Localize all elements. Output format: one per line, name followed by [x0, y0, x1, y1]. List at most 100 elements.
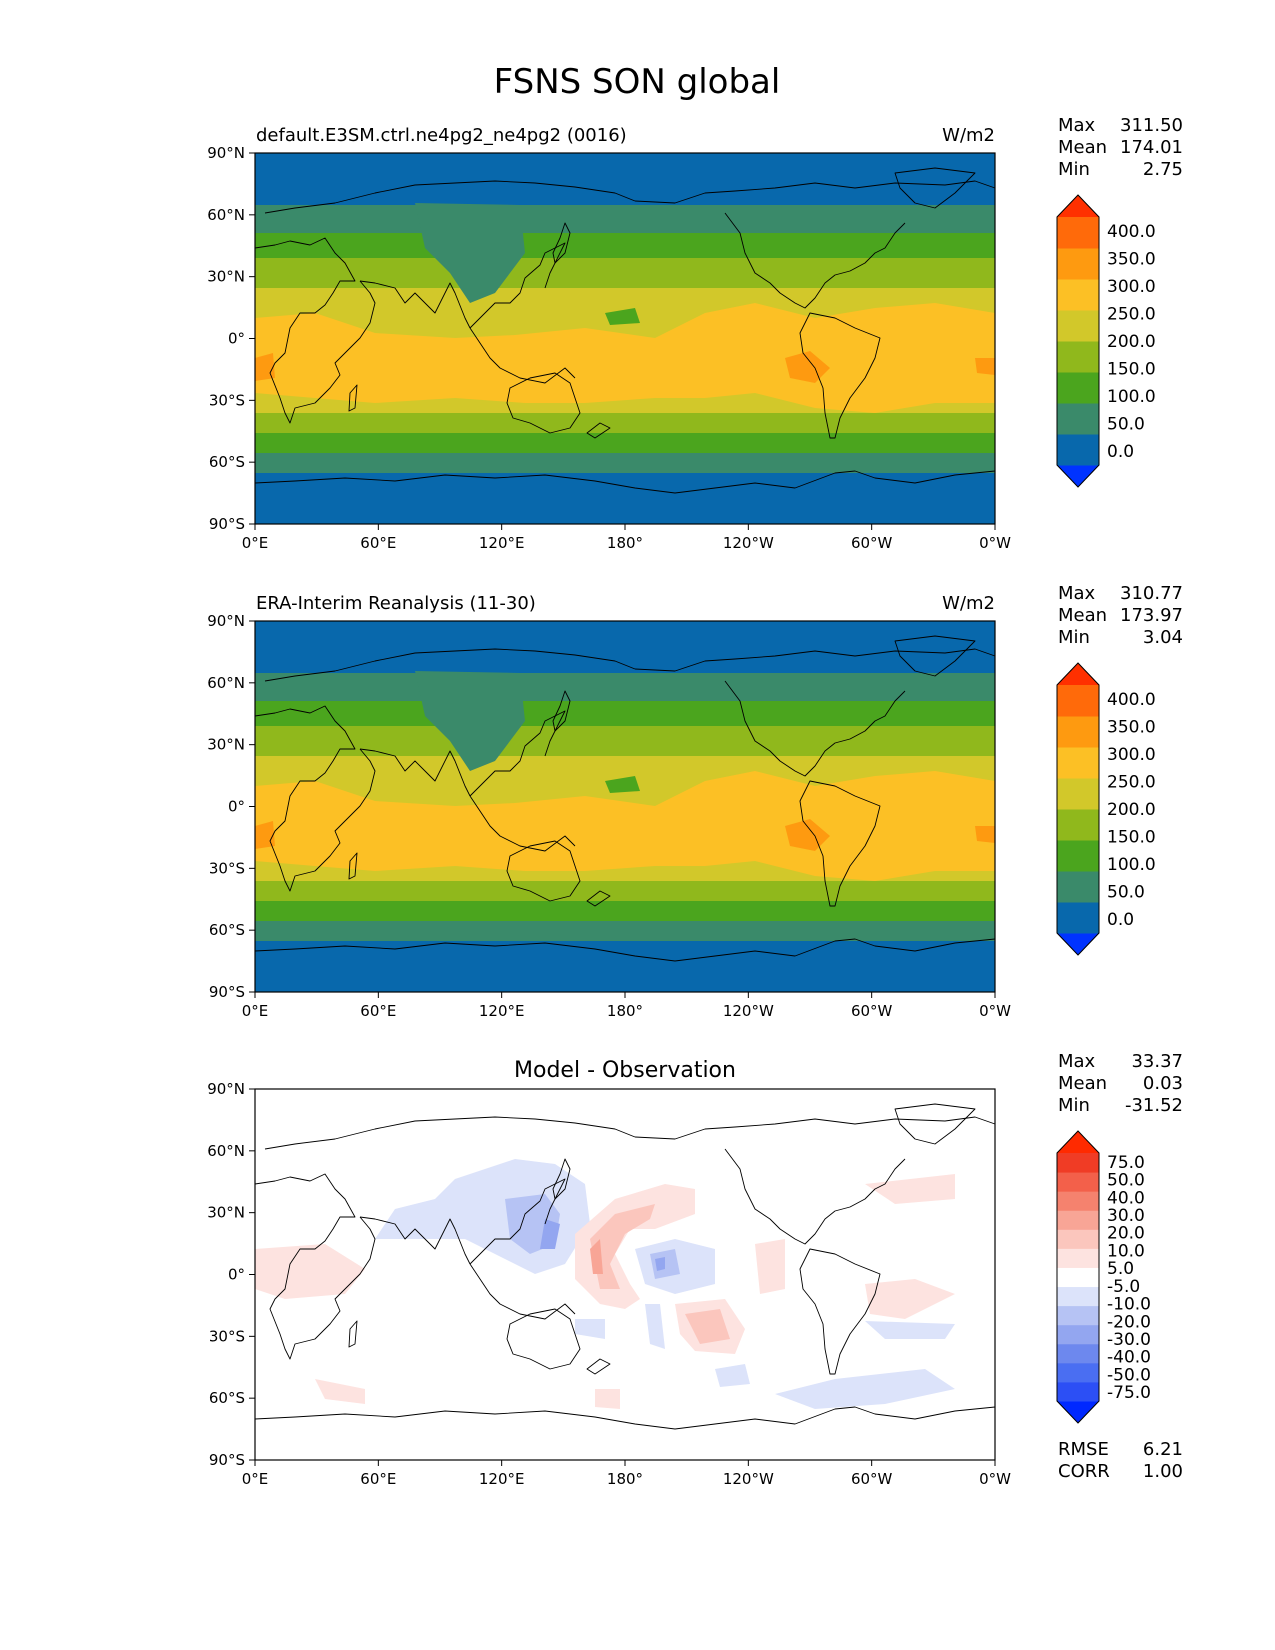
colorbar-tick-label: 300.0 — [1107, 277, 1156, 297]
colorbar-tick-label: 250.0 — [1107, 304, 1156, 324]
colorbar-tick-label: 10.0 — [1107, 1241, 1145, 1261]
colorbar-tick-label: -20.0 — [1107, 1312, 1151, 1332]
panel-title: ERA-Interim Reanalysis (11-30) — [256, 593, 536, 614]
lat-tick-label: 90°N — [207, 1080, 245, 1098]
colorbar-tick-label: 50.0 — [1107, 1171, 1145, 1191]
colorbar-tick-label: 0.0 — [1107, 910, 1134, 930]
metric-value: 6.21 — [1143, 1439, 1183, 1460]
stat-value: 311.50 — [1120, 115, 1183, 136]
colorbar-tick-label: 150.0 — [1107, 360, 1156, 380]
colorbar-tick-label: 0.0 — [1107, 442, 1134, 462]
lon-tick-label: 0°E — [242, 534, 269, 552]
stat-label: Mean — [1058, 1073, 1107, 1094]
lon-tick-label: 0°E — [242, 1002, 269, 1020]
lat-tick-label: 60°S — [209, 1389, 245, 1407]
lon-tick-label: 120°W — [723, 1470, 774, 1488]
colorbar-tick-label: -10.0 — [1107, 1295, 1151, 1315]
colorbar: 400.0 350.0 300.0 250.0 200.0 150.0 100.0 50.0 0… — [1056, 194, 1156, 488]
colorbar-tick-label: 250.0 — [1107, 772, 1156, 792]
lat-tick-label: 60°S — [209, 921, 245, 939]
lon-tick-label: 60°W — [851, 1002, 893, 1020]
stat-label: Min — [1058, 1095, 1090, 1116]
stat-label: Max — [1058, 583, 1096, 604]
stat-label: Mean — [1058, 605, 1107, 626]
lat-tick-label: 30°N — [207, 736, 245, 754]
lon-tick-label: 60°W — [851, 534, 893, 552]
colorbar-tick-label: 30.0 — [1107, 1206, 1145, 1226]
metric-value: 1.00 — [1143, 1461, 1183, 1482]
units-label: W/m2 — [942, 125, 995, 146]
colorbar-tick-label: -30.0 — [1107, 1330, 1151, 1350]
lat-tick-label: 60°S — [209, 453, 245, 471]
lat-tick-label: 30°S — [209, 859, 245, 877]
lon-tick-label: 180° — [607, 1002, 643, 1020]
colorbar-tick-label: 300.0 — [1107, 745, 1156, 765]
colorbar-tick-label: 5.0 — [1107, 1259, 1134, 1279]
lon-tick-label: 60°W — [851, 1470, 893, 1488]
figure-title: FSNS SON global — [494, 62, 781, 102]
colorbar-tick-label: 40.0 — [1107, 1188, 1145, 1208]
colorbar-tick-label: 350.0 — [1107, 249, 1156, 269]
lat-tick-label: 90°S — [209, 983, 245, 1001]
colorbar-tick-label: 200.0 — [1107, 800, 1156, 820]
lon-tick-label: 120°E — [479, 1470, 525, 1488]
stat-value: 2.75 — [1143, 159, 1183, 180]
lon-tick-label: 60°E — [360, 1002, 396, 1020]
stat-label: Max — [1058, 115, 1096, 136]
colorbar: 75.050.040.030.020.010.05.0-5.0-10.0-20.… — [1056, 1130, 1151, 1424]
colorbar-tick-label: 400.0 — [1107, 690, 1156, 710]
colorbar-tick-label: -50.0 — [1107, 1365, 1151, 1385]
panel-title: Model - Observation — [514, 1058, 736, 1083]
stat-value: 0.03 — [1143, 1073, 1183, 1094]
lon-tick-label: 0°E — [242, 1470, 269, 1488]
colorbar-tick-label: -5.0 — [1107, 1277, 1140, 1297]
lat-tick-label: 90°S — [209, 515, 245, 533]
colorbar: 400.0 350.0 300.0 250.0 200.0 150.0 100.0 50.0 0… — [1056, 662, 1156, 956]
panel-title: default.E3SM.ctrl.ne4pg2_ne4pg2 (0016) — [256, 125, 627, 146]
lon-tick-label: 0°W — [979, 1002, 1011, 1020]
colorbar-tick-label: 350.0 — [1107, 717, 1156, 737]
lon-tick-label: 0°W — [979, 534, 1011, 552]
colorbar-tick-label: 400.0 — [1107, 222, 1156, 242]
colorbar-tick-label: 50.0 — [1107, 415, 1145, 435]
lat-tick-label: 60°N — [207, 674, 245, 692]
lat-tick-label: 0° — [228, 1266, 245, 1284]
stat-label: Min — [1058, 159, 1090, 180]
lon-tick-label: 180° — [607, 534, 643, 552]
lat-tick-label: 30°N — [207, 268, 245, 286]
stat-value: 174.01 — [1120, 137, 1183, 158]
stat-value: 173.97 — [1120, 605, 1183, 626]
lat-tick-label: 60°N — [207, 206, 245, 224]
colorbar-tick-label: 75.0 — [1107, 1153, 1145, 1173]
lon-tick-label: 120°E — [479, 534, 525, 552]
lat-tick-label: 0° — [228, 798, 245, 816]
panel-model: default.E3SM.ctrl.ne4pg2_ne4pg2 (0016) W/… — [207, 115, 1183, 552]
lat-tick-label: 90°S — [209, 1451, 245, 1469]
stat-label: Mean — [1058, 137, 1107, 158]
map-diff — [254, 1088, 996, 1461]
lat-tick-label: 90°N — [207, 144, 245, 162]
colorbar-tick-label: 100.0 — [1107, 855, 1156, 875]
colorbar-tick-label: 150.0 — [1107, 828, 1156, 848]
metric-label: RMSE — [1058, 1439, 1109, 1460]
map-obs — [254, 620, 996, 993]
stat-label: Min — [1058, 627, 1090, 648]
colorbar-tick-label: -75.0 — [1107, 1383, 1151, 1403]
lon-tick-label: 120°E — [479, 1002, 525, 1020]
stat-value: 3.04 — [1143, 627, 1183, 648]
lon-tick-label: 0°W — [979, 1470, 1011, 1488]
colorbar-tick-label: 200.0 — [1107, 332, 1156, 352]
lat-tick-label: 60°N — [207, 1142, 245, 1160]
metric-label: CORR — [1058, 1461, 1110, 1482]
stat-value: 310.77 — [1120, 583, 1183, 604]
map-model — [254, 152, 996, 525]
lon-tick-label: 60°E — [360, 534, 396, 552]
colorbar-tick-label: 50.0 — [1107, 883, 1145, 903]
stat-label: Max — [1058, 1051, 1096, 1072]
lon-tick-label: 180° — [607, 1470, 643, 1488]
lon-tick-label: 120°W — [723, 1002, 774, 1020]
panel-diff: Model - Observation 90°N 60°N 30°N 0° 30°S 60°… — [207, 1051, 1183, 1488]
colorbar-tick-label: 20.0 — [1107, 1224, 1145, 1244]
lat-tick-label: 90°N — [207, 612, 245, 630]
lat-tick-label: 30°S — [209, 1327, 245, 1345]
